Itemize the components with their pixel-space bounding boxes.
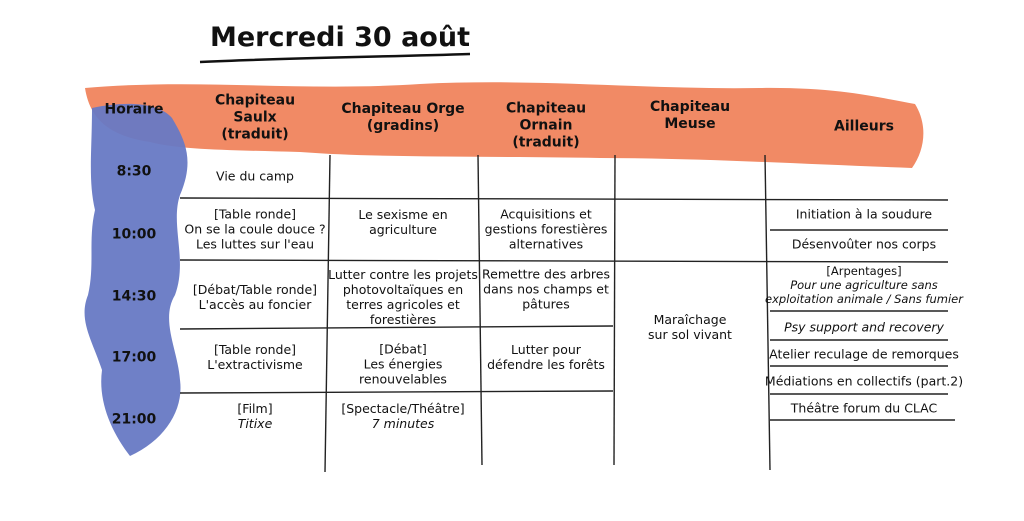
text-line: photovoltaïques en <box>342 282 464 297</box>
text-line: 17:00 <box>111 349 157 366</box>
column-header: Chapiteau Orge (gradins) <box>341 101 464 135</box>
time: 14:30 <box>112 289 157 306</box>
event: Théâtre forum du CLAC <box>791 401 937 416</box>
text-line: gestions forestières <box>484 221 608 237</box>
text-line: Atelier reculage de remorques <box>769 346 959 362</box>
text-line: Psy support and recovery <box>784 319 944 335</box>
event: [Débat] Les énergies renouvelables <box>359 342 447 387</box>
text-line: Chapiteau <box>214 92 296 109</box>
text-line: terres agricoles et <box>346 297 460 312</box>
time: 8:30 <box>117 164 152 181</box>
text-line: [Débat] <box>379 341 427 357</box>
event: Lutter pour défendre les forêts <box>487 342 605 372</box>
event: Atelier reculage de remorques <box>769 347 959 362</box>
text-line: agriculture <box>369 222 437 237</box>
time: 21:00 <box>112 412 157 429</box>
event: Désenvoûter nos corps <box>792 237 936 252</box>
text-line: 10:00 <box>111 226 157 243</box>
event: Acquisitions et gestions forestières alter… <box>485 207 608 252</box>
text-line: Meuse <box>664 116 716 132</box>
text-line: Remettre des arbres <box>482 266 610 282</box>
text-line: alternatives <box>508 236 584 252</box>
event: [Arpentages] Pour une agriculture sans exp… <box>765 264 963 306</box>
text-line: forestières <box>369 312 437 327</box>
grid <box>179 154 955 473</box>
time: 17:00 <box>112 350 157 367</box>
text-line: Le sexisme en <box>358 207 448 222</box>
text-line: pâtures <box>522 296 570 312</box>
text-line: renouvelables <box>359 371 447 387</box>
column-header: Horaire <box>105 102 164 119</box>
text-line: [Film] <box>237 401 273 416</box>
text-line: [Débat/Table ronde] <box>192 282 318 297</box>
event: Remettre des arbres dans nos champs et pât… <box>482 267 610 312</box>
text-line: Titixe <box>237 416 273 431</box>
text-line: Lutter contre les projets <box>328 267 478 282</box>
column-header: Chapiteau Ornain (traduit) <box>506 101 586 152</box>
text-line: L'extractivisme <box>207 357 303 372</box>
text-line: Horaire <box>104 101 164 118</box>
text-line: Médiations en collectifs (part.2) <box>764 373 964 389</box>
text-line: Maraîchage <box>653 312 727 327</box>
event: [Débat/Table ronde] L'accès au foncier <box>193 282 317 312</box>
text-line: L'accès au foncier <box>198 297 312 312</box>
event: Médiations en collectifs (part.2) <box>765 374 963 389</box>
text-line: [Table ronde] <box>213 206 297 222</box>
text-line: Les énergies <box>363 356 443 372</box>
text-line: sur sol vivant <box>648 327 732 342</box>
text-line: 7 minutes <box>371 416 435 431</box>
text-line: défendre les forêts <box>487 357 605 372</box>
text-line: Désenvoûter nos corps <box>791 236 937 252</box>
text-line: [Spectacle/Théâtre] <box>341 401 465 416</box>
time-band <box>84 103 188 456</box>
text-line: Vie du camp <box>216 168 294 184</box>
text-line: Théâtre forum du CLAC <box>790 400 938 416</box>
text-line: (traduit) <box>221 126 289 143</box>
text-line: (gradins) <box>366 118 440 134</box>
event: [Table ronde] On se la coule douce ? Les l… <box>184 207 325 252</box>
text-line: On se la coule douce ? <box>184 221 326 237</box>
text-line: Saulx <box>233 109 277 126</box>
text-line: Pour une agriculture sans <box>790 278 938 292</box>
text-line: Les luttes sur l'eau <box>195 236 315 252</box>
text-line: Chapiteau Orge <box>341 101 465 117</box>
text-line: 14:30 <box>111 288 157 305</box>
text-line: Ailleurs <box>834 118 894 135</box>
text-line: Chapiteau <box>505 100 587 117</box>
text-line: Acquisitions et <box>500 206 592 222</box>
event: Vie du camp <box>216 169 294 184</box>
column-header: Chapiteau Saulx (traduit) <box>215 93 295 144</box>
column-header: Chapiteau Meuse <box>650 99 730 133</box>
text-line: exploitation animale / Sans fumier <box>765 292 963 306</box>
text-line: Initiation à la soudure <box>795 206 933 222</box>
event: Psy support and recovery <box>784 320 944 335</box>
event: Maraîchage sur sol vivant <box>648 312 732 342</box>
event: [Table ronde] L'extractivisme <box>207 342 302 372</box>
event: [Film] Titixe <box>237 401 272 431</box>
text-line: (traduit) <box>512 134 580 151</box>
text-line: [Arpentages] <box>826 264 902 278</box>
text-line: [Table ronde] <box>213 342 297 357</box>
header-band <box>85 82 924 168</box>
event: [Spectacle/Théâtre] 7 minutes <box>341 401 464 431</box>
text-line: 21:00 <box>111 411 157 428</box>
time: 10:00 <box>112 227 157 244</box>
text-line: dans nos champs et <box>483 281 609 297</box>
text-line: 8:30 <box>116 163 152 180</box>
event: Lutter contre les projets photovoltaïques… <box>328 267 478 327</box>
text-line: Chapiteau <box>649 99 731 115</box>
text-line: Ornain <box>519 117 573 134</box>
title-underline <box>199 52 471 64</box>
text-line: Lutter pour <box>511 342 581 357</box>
event: Le sexisme en agriculture <box>358 207 447 237</box>
column-header: Ailleurs <box>834 119 894 136</box>
title: Mercredi 30 août <box>210 22 470 53</box>
event: Initiation à la soudure <box>796 207 932 222</box>
